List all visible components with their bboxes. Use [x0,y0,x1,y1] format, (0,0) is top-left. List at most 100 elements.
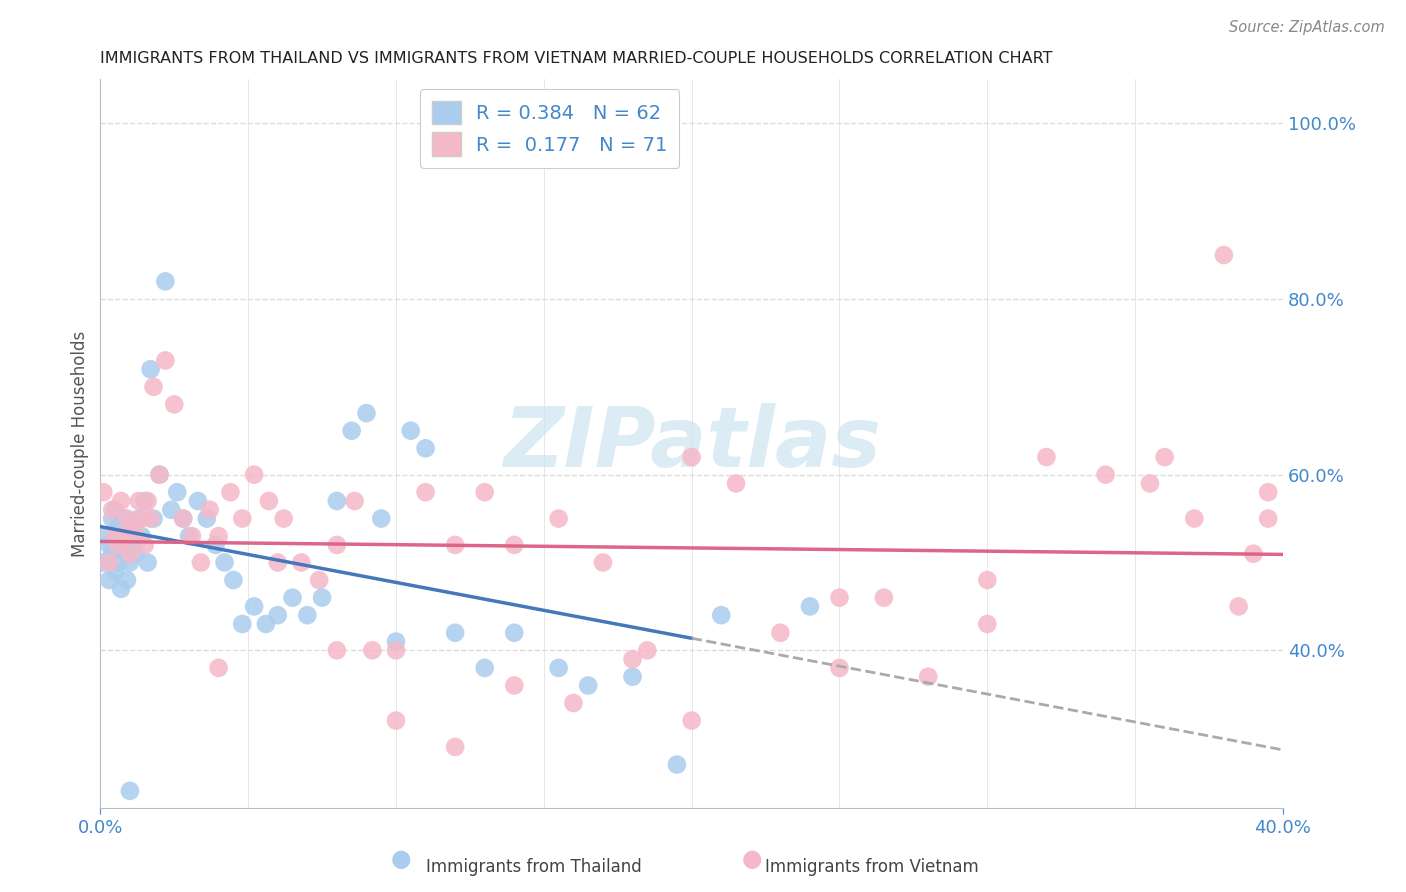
Point [131,511,153,525]
Text: Source: ZipAtlas.com: Source: ZipAtlas.com [1229,20,1385,35]
Point [828,661,851,675]
Point [636,643,658,657]
Point [621,652,644,666]
Point [503,625,526,640]
Point [917,670,939,684]
Point [243,599,266,614]
Point [112,538,135,552]
Point [326,538,349,552]
Point [474,661,496,675]
Point [155,274,177,288]
Point [799,599,821,614]
Point [142,511,165,525]
Point [385,714,408,728]
Point [828,591,851,605]
Point [148,467,170,482]
Point [101,502,124,516]
Point [231,511,253,525]
Point [98,538,121,552]
Y-axis label: Married-couple Households: Married-couple Households [72,331,89,557]
Point [576,678,599,692]
Text: ●: ● [742,847,762,871]
Point [444,538,467,552]
Text: IMMIGRANTS FROM THAILAND VS IMMIGRANTS FROM VIETNAM MARRIED-COUPLE HOUSEHOLDS CO: IMMIGRANTS FROM THAILAND VS IMMIGRANTS F… [100,51,1053,66]
Point [142,380,165,394]
Point [128,511,150,525]
Point [163,397,186,411]
Point [361,643,384,657]
Point [1153,450,1175,464]
Text: ZIPatlas: ZIPatlas [503,403,880,484]
Point [356,406,378,420]
Point [204,538,226,552]
Point [104,502,127,516]
Point [214,556,236,570]
Point [399,424,422,438]
Point [592,556,614,570]
Point [118,556,141,570]
Point [136,556,159,570]
Point [290,556,312,570]
Point [134,494,156,508]
Point [547,661,569,675]
Point [621,670,644,684]
Point [110,582,132,596]
Point [177,529,200,543]
Point [1182,511,1205,525]
Point [112,511,135,525]
Point [311,591,333,605]
Point [1227,599,1250,614]
Point [547,511,569,525]
Point [681,714,703,728]
Point [115,547,138,561]
Point [128,494,150,508]
Text: Immigrants from Vietnam: Immigrants from Vietnam [765,858,979,876]
Point [222,573,245,587]
Point [207,661,229,675]
Text: Immigrants from Thailand: Immigrants from Thailand [426,858,643,876]
Point [190,556,212,570]
Point [107,520,129,534]
Point [385,643,408,657]
Point [724,476,747,491]
Point [139,511,162,525]
Point [112,529,135,543]
Point [873,591,896,605]
Point [267,608,290,623]
Point [769,625,792,640]
Point [115,573,138,587]
Point [115,511,138,525]
Point [444,625,467,640]
Point [444,739,467,754]
Point [207,529,229,543]
Point [415,485,437,500]
Point [107,556,129,570]
Point [166,485,188,500]
Point [118,784,141,798]
Point [136,494,159,508]
Point [187,494,209,508]
Point [385,634,408,648]
Point [122,538,145,552]
Point [219,485,242,500]
Point [503,538,526,552]
Point [340,424,363,438]
Point [172,511,194,525]
Point [1257,511,1279,525]
Point [195,511,218,525]
Point [139,362,162,376]
Point [98,573,121,587]
Point [231,617,253,632]
Point [134,538,156,552]
Point [125,529,148,543]
Point [131,529,153,543]
Point [297,608,319,623]
Point [1094,467,1116,482]
Point [125,547,148,561]
Point [562,696,585,710]
Point [155,353,177,368]
Point [281,591,304,605]
Legend: R = 0.384   N = 62, R =  0.177   N = 71: R = 0.384 N = 62, R = 0.177 N = 71 [420,89,679,168]
Point [96,529,118,543]
Point [1241,547,1264,561]
